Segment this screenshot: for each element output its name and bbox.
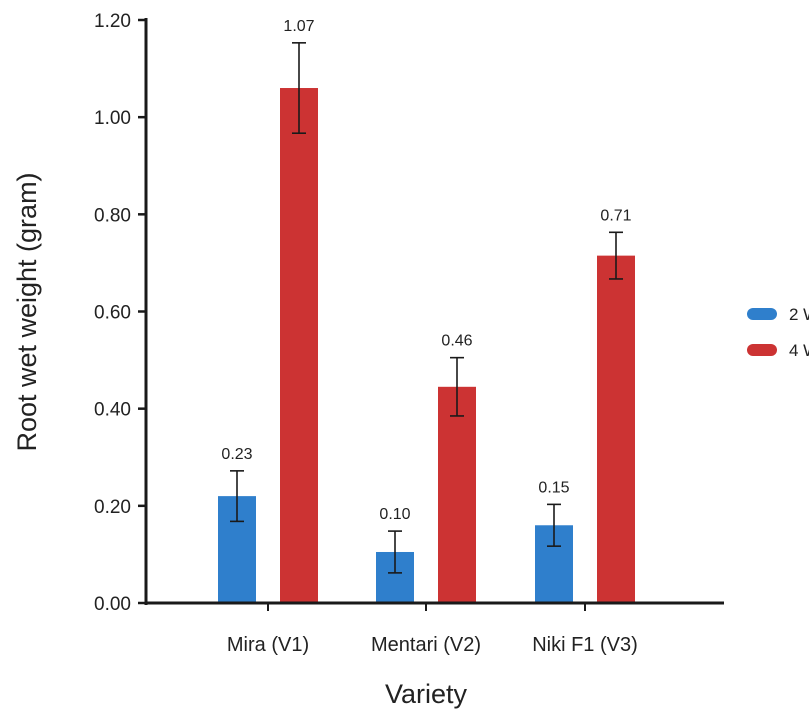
data-label: 0.23 <box>221 446 252 463</box>
x-axis: Mira (V1) Mentari (V2) Niki F1 (V3) <box>145 601 724 656</box>
y-tick-label: 0.00 <box>94 594 131 615</box>
x-tick-label: Mentari (V2) <box>371 634 481 656</box>
legend-swatch <box>747 308 777 320</box>
y-tick-label: 0.40 <box>94 400 131 421</box>
y-tick-label: 0.20 <box>94 497 131 518</box>
legend-swatch <box>747 344 777 356</box>
y-axis: 0.00 0.20 0.40 0.60 0.80 1.00 1.20 <box>94 11 148 615</box>
y-tick-label: 0.80 <box>94 205 131 226</box>
data-label: 0.46 <box>441 333 472 350</box>
x-tick-label: Mira (V1) <box>227 634 309 656</box>
data-label: 0.10 <box>379 506 410 523</box>
bar <box>438 386 476 603</box>
legend-label: 4 WAP <box>789 341 809 360</box>
bar <box>597 255 635 604</box>
legend-label: 2 WAP <box>789 305 809 324</box>
x-tick-label: Niki F1 (V3) <box>532 634 638 656</box>
error-bars-layer <box>230 42 623 574</box>
y-axis-title: Root wet weight (gram) <box>12 172 42 451</box>
legend: 2 WAP 4 WAP <box>747 305 809 360</box>
bars-layer <box>218 88 635 604</box>
data-label: 0.71 <box>600 207 631 224</box>
x-axis-title: Variety <box>385 679 468 709</box>
data-labels-layer: 0.23 1.07 0.10 0.46 0.15 0.71 <box>221 18 631 523</box>
y-tick-label: 0.60 <box>94 303 131 324</box>
y-tick-label: 1.00 <box>94 108 131 129</box>
bar <box>280 88 318 604</box>
data-label: 1.07 <box>283 18 314 35</box>
data-label: 0.15 <box>538 479 569 496</box>
y-tick-label: 1.20 <box>94 11 131 32</box>
